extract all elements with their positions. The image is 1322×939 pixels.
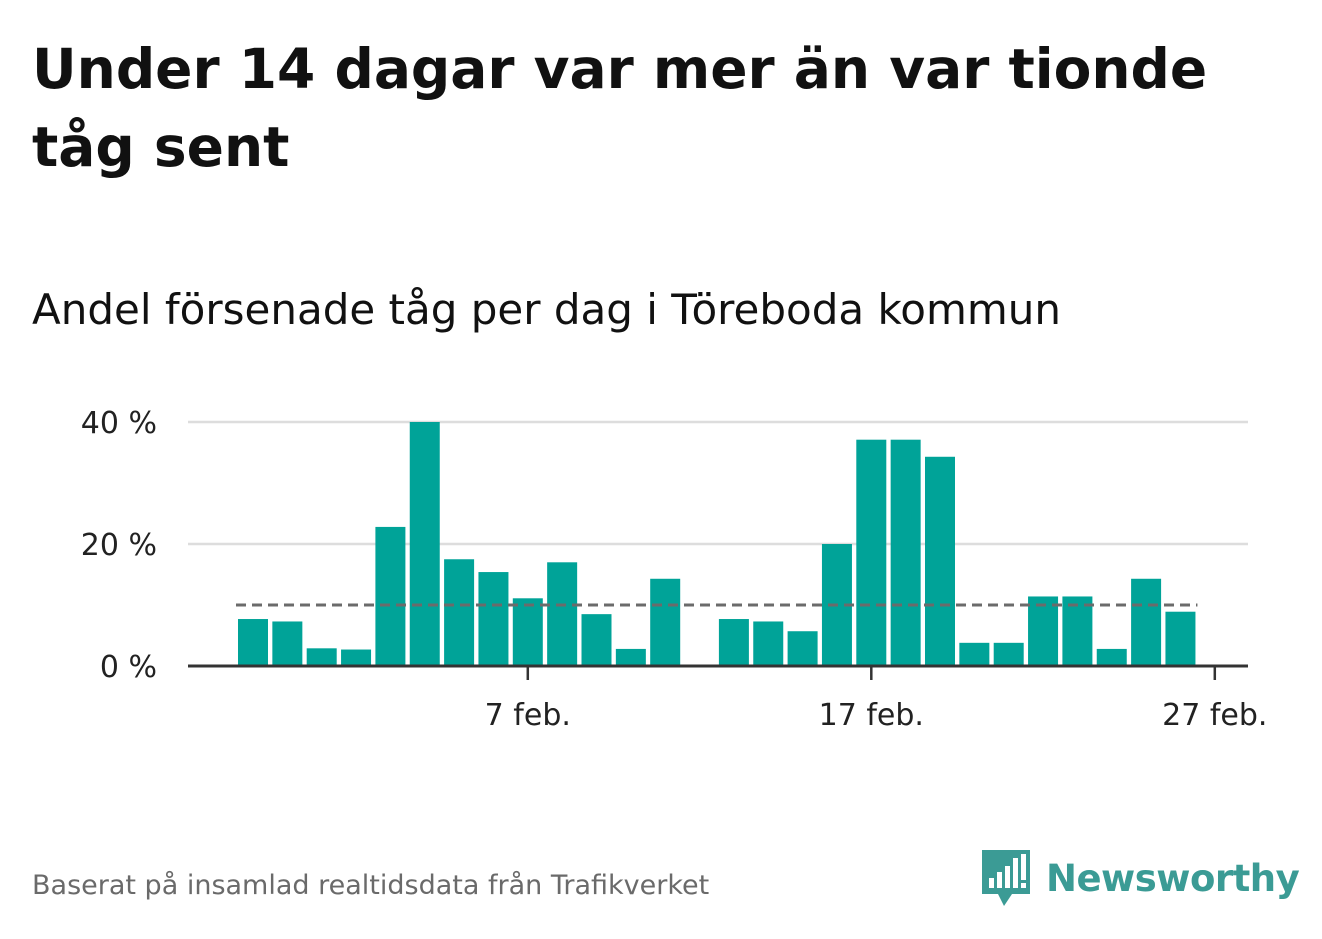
x-tick-label: 27 feb. xyxy=(1162,698,1267,733)
chart-subtitle: Andel försenade tåg per dag i Töreboda k… xyxy=(32,285,1062,334)
y-tick-label: 40 % xyxy=(81,406,157,441)
grid-lines xyxy=(188,420,1248,546)
bar-2022-02-06 xyxy=(478,572,509,666)
brand-name: Newsworthy xyxy=(1046,856,1300,900)
bar-2022-02-23 xyxy=(1062,596,1093,666)
bar-2022-02-05 xyxy=(444,559,475,666)
bar-2022-02-15 xyxy=(787,631,818,666)
bar-2022-02-04 xyxy=(409,422,440,666)
bar-2022-02-13 xyxy=(718,619,749,666)
bar-2022-02-10 xyxy=(615,648,646,666)
bar-2022-02-21 xyxy=(993,642,1024,666)
bar-2022-02-09 xyxy=(581,614,612,666)
bar-2022-02-25 xyxy=(1131,578,1162,666)
newsworthy-logo-icon xyxy=(982,850,1030,906)
bar-2022-02-03 xyxy=(375,526,406,666)
bar-2022-02-19 xyxy=(925,456,955,666)
bar-2022-02-01 xyxy=(306,648,337,666)
bar-2022-02-11 xyxy=(650,578,681,666)
bar-2022-02-18 xyxy=(890,439,921,666)
bar-2022-02-20 xyxy=(959,642,990,666)
y-tick-label: 20 % xyxy=(81,528,157,563)
bars xyxy=(238,422,1196,666)
x-tick-label: 17 feb. xyxy=(819,698,924,733)
bar-2022-02-24 xyxy=(1096,648,1127,666)
bar-2022-01-30 xyxy=(238,619,268,666)
source-note: Baserat på insamlad realtidsdata från Tr… xyxy=(32,870,710,901)
bar-2022-02-14 xyxy=(753,621,784,666)
bar-2022-02-22 xyxy=(1028,596,1059,666)
axes: 0 % 20 % 40 % 7 feb. 17 feb. 27 feb. xyxy=(81,406,1268,733)
bar-2022-02-08 xyxy=(547,562,578,666)
bar-chart: 0 % 20 % 40 % 7 feb. 17 feb. 27 feb. xyxy=(81,406,1268,733)
bar-2022-01-31 xyxy=(272,621,303,666)
brand-logo: Newsworthy xyxy=(980,848,1300,908)
chart-title: Under 14 dagar var mer än var tionde tåg… xyxy=(32,37,1208,179)
x-tick-label: 7 feb. xyxy=(485,698,571,733)
bar-2022-02-26 xyxy=(1165,611,1196,666)
y-tick-label: 0 % xyxy=(100,650,157,685)
bar-2022-02-17 xyxy=(856,439,887,666)
bar-2022-02-07 xyxy=(512,598,543,666)
bar-2022-02-02 xyxy=(341,649,372,666)
